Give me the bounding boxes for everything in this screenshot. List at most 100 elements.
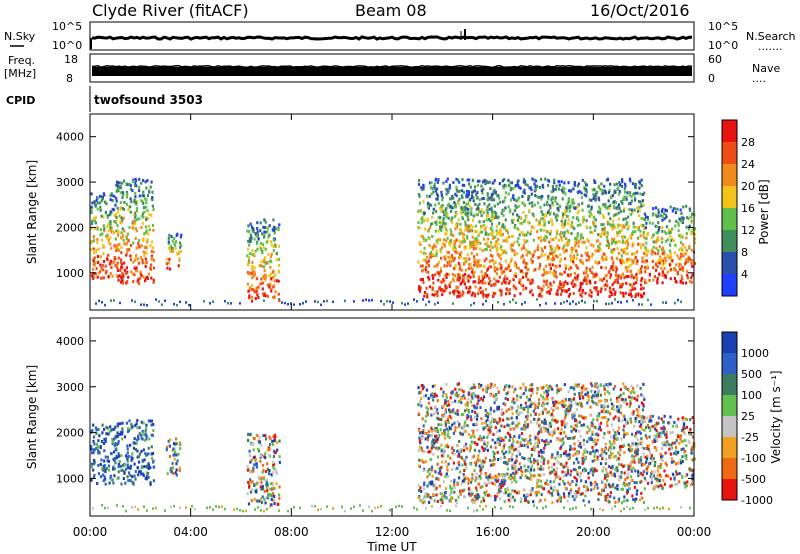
range-cell (511, 196, 514, 200)
range-cell (516, 227, 519, 231)
range-cell (170, 235, 173, 239)
range-cell (560, 236, 563, 239)
range-cell (658, 225, 661, 229)
scatter-cell (500, 507, 502, 510)
range-cell (609, 398, 612, 402)
range-cell (466, 416, 469, 420)
range-cell (596, 274, 599, 278)
range-cell (594, 426, 597, 430)
range-cell (507, 488, 510, 492)
range-cell (611, 226, 614, 230)
range-cell (500, 289, 503, 293)
range-cell (575, 236, 578, 240)
range-cell (526, 417, 529, 421)
range-cell (641, 295, 644, 298)
range-cell (151, 246, 154, 250)
range-cell (532, 214, 535, 218)
scatter-cell (437, 301, 439, 305)
range-cell (438, 238, 441, 242)
range-cell (572, 187, 575, 191)
range-cell (455, 238, 458, 242)
range-cell (459, 240, 462, 244)
range-cell (137, 473, 140, 477)
range-cell (619, 388, 622, 391)
range-cell (436, 271, 439, 275)
range-cell (470, 394, 474, 398)
range-cell (610, 423, 613, 427)
range-cell (569, 259, 572, 263)
range-cell (474, 285, 477, 289)
range-cell (678, 248, 681, 252)
range-cell (250, 469, 253, 473)
range-cell (638, 205, 641, 209)
range-cell (452, 448, 455, 452)
range-cell (507, 192, 510, 196)
range-cell (143, 210, 146, 214)
range-cell (489, 248, 492, 252)
range-cell (448, 291, 451, 295)
range-cell (142, 190, 145, 194)
range-cell (420, 221, 423, 225)
range-cell (472, 214, 475, 218)
scatter-cell (146, 303, 148, 307)
range-cell (501, 248, 504, 252)
range-cell (522, 488, 525, 492)
range-cell (421, 417, 424, 421)
range-cell (596, 403, 599, 407)
range-cell (518, 281, 521, 285)
scatter-cell (224, 299, 226, 303)
range-cell (499, 247, 502, 250)
range-cell (422, 258, 425, 262)
range-cell (592, 272, 595, 276)
range-cell (504, 397, 507, 400)
scatter-cell (575, 302, 577, 306)
range-cell (170, 249, 173, 253)
range-cell (117, 452, 120, 456)
range-cell (116, 431, 119, 435)
range-cell (605, 467, 608, 471)
range-cell (590, 207, 593, 211)
range-cell (115, 446, 118, 450)
range-cell (576, 211, 579, 215)
range-cell (446, 264, 449, 268)
range-cell (252, 467, 255, 470)
range-cell (632, 276, 636, 280)
range-cell (622, 225, 625, 229)
range-cell (277, 292, 280, 296)
range-cell (261, 463, 265, 467)
range-cell (576, 224, 579, 227)
scatter-cell (641, 303, 643, 306)
range-cell (504, 196, 507, 200)
range-cell (114, 441, 117, 445)
range-cell (499, 227, 502, 231)
range-cell (680, 252, 683, 256)
range-cell (259, 282, 262, 286)
range-cell (114, 237, 117, 241)
scatter-cell (323, 300, 325, 303)
range-cell (618, 180, 621, 184)
range-cell (629, 445, 632, 449)
range-cell (278, 299, 281, 303)
range-cell (602, 213, 605, 217)
range-cell (122, 477, 125, 481)
scatter-cell (467, 506, 469, 510)
range-cell (111, 428, 114, 432)
range-cell (118, 432, 121, 436)
range-cell (422, 187, 425, 191)
range-cell (446, 465, 449, 469)
range-cell (430, 393, 433, 397)
range-cell (435, 493, 438, 497)
range-cell (456, 285, 459, 289)
range-cell (136, 257, 139, 261)
range-cell (639, 229, 642, 233)
scatter-cell (170, 505, 172, 508)
range-cell (487, 237, 490, 241)
range-cell (252, 456, 255, 460)
range-cell (599, 207, 602, 211)
range-cell (99, 463, 102, 466)
range-cell (555, 188, 558, 191)
range-cell (576, 231, 579, 235)
range-cell (610, 248, 613, 252)
range-cell (562, 283, 566, 287)
range-cell (167, 240, 170, 244)
